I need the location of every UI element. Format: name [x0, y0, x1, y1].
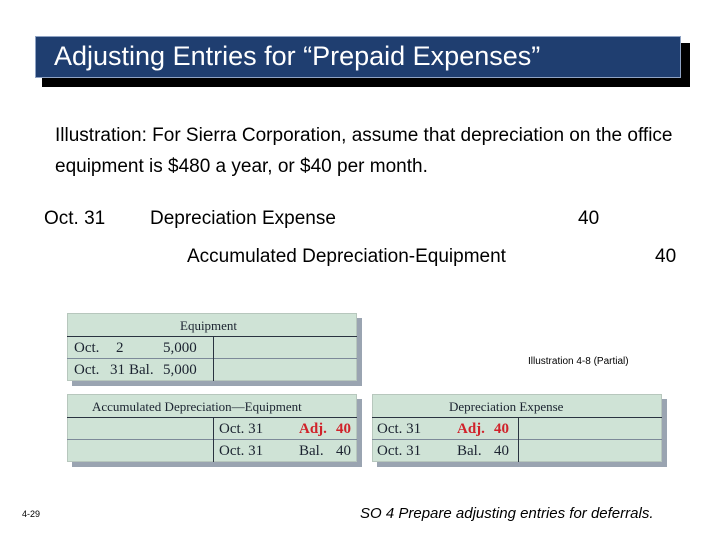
- table-row: Oct. 31 Adj. 40: [377, 421, 509, 437]
- illustration-body: For Sierra Corporation, assume that depr…: [55, 125, 673, 177]
- table-row: Oct. 31 Adj. 40: [219, 421, 351, 437]
- debit-account: Depreciation Expense: [150, 208, 336, 229]
- study-objective: SO 4 Prepare adjusting entries for defer…: [360, 505, 654, 522]
- dep-expense-title: Depreciation Expense: [449, 399, 564, 414]
- credit-amount: 40: [655, 246, 677, 267]
- entry-date: Oct. 31: [44, 208, 106, 229]
- equipment-title: Equipment: [180, 318, 238, 333]
- credit-account: Accumulated Depreciation-Equipment: [187, 246, 506, 267]
- debit-amount: 40: [578, 208, 600, 229]
- table-row: Oct. 31 Bal. 40: [219, 443, 351, 459]
- illustration-text: Illustration: For Sierra Corporation, as…: [55, 120, 695, 182]
- illustration-reference: Illustration 4-8 (Partial): [528, 356, 629, 367]
- title-bar: Adjusting Entries for “Prepaid Expenses”: [35, 36, 681, 78]
- page-number: 4-29: [22, 509, 41, 519]
- illustration-label: Illustration:: [55, 125, 147, 146]
- table-row: Oct. 31 Bal. 5,000: [74, 362, 197, 378]
- slide-title: Adjusting Entries for “Prepaid Expenses”: [54, 41, 541, 71]
- table-row: Oct. 31 Bal. 40: [377, 443, 509, 459]
- table-row: Oct. 2 5,000: [74, 340, 197, 356]
- accum-dep-title: Accumulated Depreciation—Equipment: [92, 399, 302, 414]
